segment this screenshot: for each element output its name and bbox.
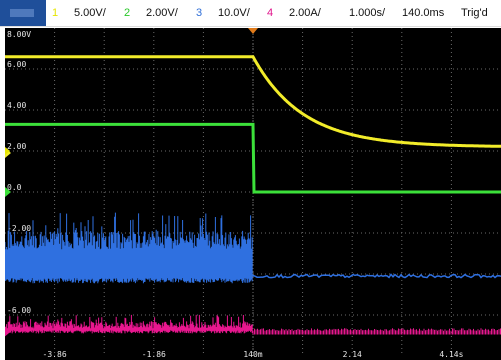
ch3-number[interactable]: 3 <box>196 7 203 19</box>
scope-logo[interactable] <box>0 0 46 26</box>
waveform-plot: 8.00V6.004.002.000.0-2.00-4.00-6.00-3.86… <box>5 28 501 359</box>
ch2-scale[interactable]: 2.00V/ <box>146 7 178 19</box>
y-tick-label: 4.00 <box>7 101 26 110</box>
delay-readout[interactable]: 140.0ms <box>402 7 445 19</box>
ch3-noise <box>5 212 253 284</box>
x-tick-label: 140m <box>243 350 262 359</box>
ch2-trace <box>5 122 501 194</box>
ch4-scale[interactable]: 2.00A/ <box>289 7 321 19</box>
timebase-readout[interactable]: 1.000s/ <box>349 7 386 19</box>
ch4-number[interactable]: 4 <box>267 7 274 19</box>
y-tick-label: 8.00V <box>7 30 31 39</box>
y-tick-label: 2.00 <box>7 142 26 151</box>
ch4-trace <box>252 328 501 335</box>
ch4-noise <box>5 314 253 334</box>
ch1-scale[interactable]: 5.00V/ <box>74 7 106 19</box>
x-tick-label: -3.86 <box>43 350 67 359</box>
y-tick-label: -6.00 <box>7 306 31 315</box>
trigger-status: Trig'd <box>461 7 488 19</box>
y-tick-label: 0.0 <box>7 183 22 192</box>
ch1-trace <box>5 55 501 148</box>
ch1-number[interactable]: 1 <box>52 7 59 19</box>
y-tick-label: 6.00 <box>7 60 26 69</box>
waveform-display[interactable]: 8.00V 6.00 4.00 2.00 0.0 -2.00 -4.00 -6.00 -3.86… <box>5 28 501 360</box>
ch3-trace <box>252 273 501 279</box>
ch3-scale[interactable]: 10.0V/ <box>218 7 250 19</box>
scope-toolbar: 1 5.00V/ 2 2.00V/ 3 10.0V/ 4 2.00A/ 1.00… <box>0 0 501 27</box>
x-tick-label: 4.14s <box>439 350 463 359</box>
x-tick-label: 2.14 <box>343 350 362 359</box>
trigger-level-icon <box>5 147 10 155</box>
ch2-ground-marker-icon <box>5 187 11 197</box>
y-tick-label: -2.00 <box>7 224 31 233</box>
ch4-ground-marker-icon <box>5 326 11 337</box>
ch3-ground-marker-icon <box>5 271 11 282</box>
ch2-number[interactable]: 2 <box>124 7 131 19</box>
trigger-marker-icon <box>248 28 258 34</box>
x-tick-label: -1.86 <box>142 350 166 359</box>
